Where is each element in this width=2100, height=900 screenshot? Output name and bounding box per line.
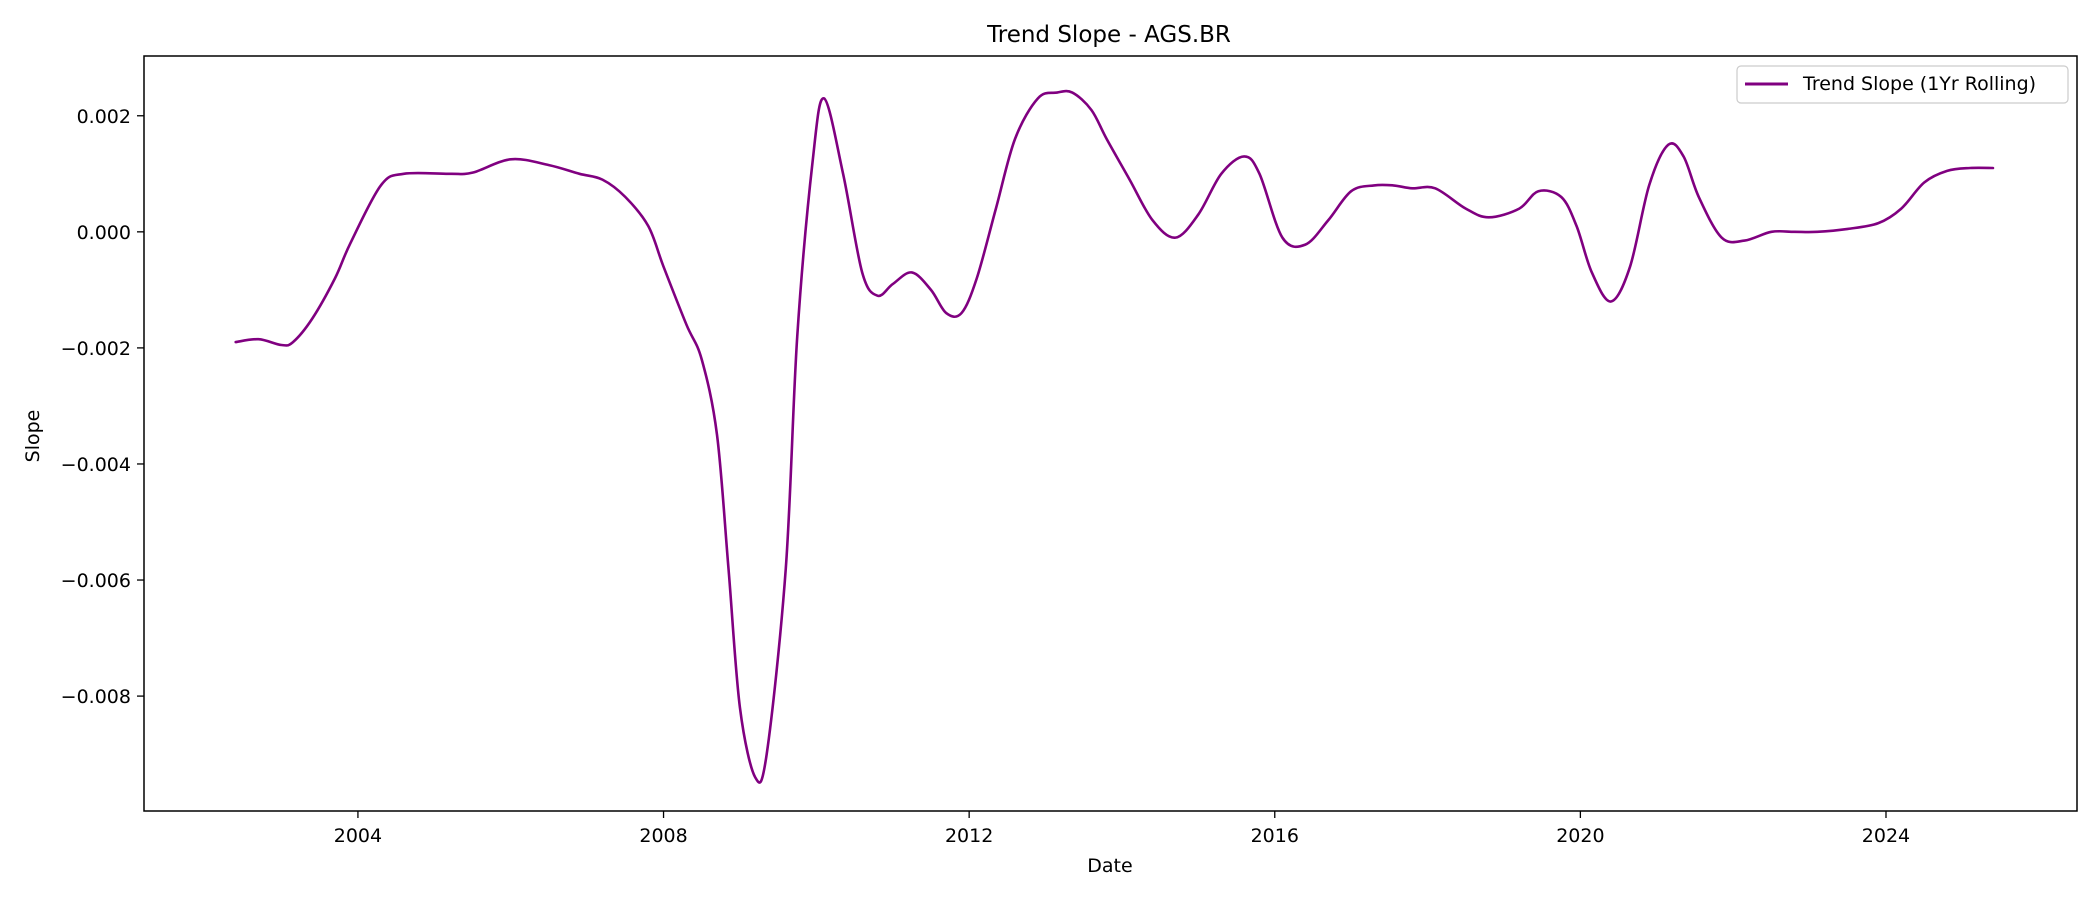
x-tick-label: 2008 xyxy=(639,825,687,847)
y-tick-label: −0.002 xyxy=(61,338,131,360)
series-layer xyxy=(234,89,1995,784)
x-tick-label: 2012 xyxy=(945,825,993,847)
x-tick-label: 2024 xyxy=(1862,825,1910,847)
y-tick-label: 0.002 xyxy=(77,106,131,128)
y-tick-label: −0.006 xyxy=(61,570,131,592)
x-tick-label: 2016 xyxy=(1251,825,1299,847)
chart-title: Trend Slope - AGS.BR xyxy=(986,22,1231,48)
y-tick-label: 0.000 xyxy=(77,222,131,244)
legend-label: Trend Slope (1Yr Rolling) xyxy=(1802,73,2036,95)
x-tick-label: 2004 xyxy=(334,825,382,847)
x-axis-label: Date xyxy=(1087,855,1132,877)
y-axis: 0.002 0.000 −0.002 −0.004 −0.006 −0.008 xyxy=(61,106,144,708)
legend-box xyxy=(1736,65,2069,104)
x-axis: 2004 2008 2012 2016 2020 2024 xyxy=(334,811,1910,847)
y-axis-label: Slope xyxy=(22,410,44,463)
x-tick-label: 2020 xyxy=(1556,825,1604,847)
plot-area xyxy=(143,55,2078,812)
series-line-trend-slope xyxy=(234,89,1995,784)
legend: Trend Slope (1Yr Rolling) xyxy=(1736,65,2069,104)
y-tick-label: −0.004 xyxy=(61,454,131,476)
y-tick-label: −0.008 xyxy=(61,686,131,708)
